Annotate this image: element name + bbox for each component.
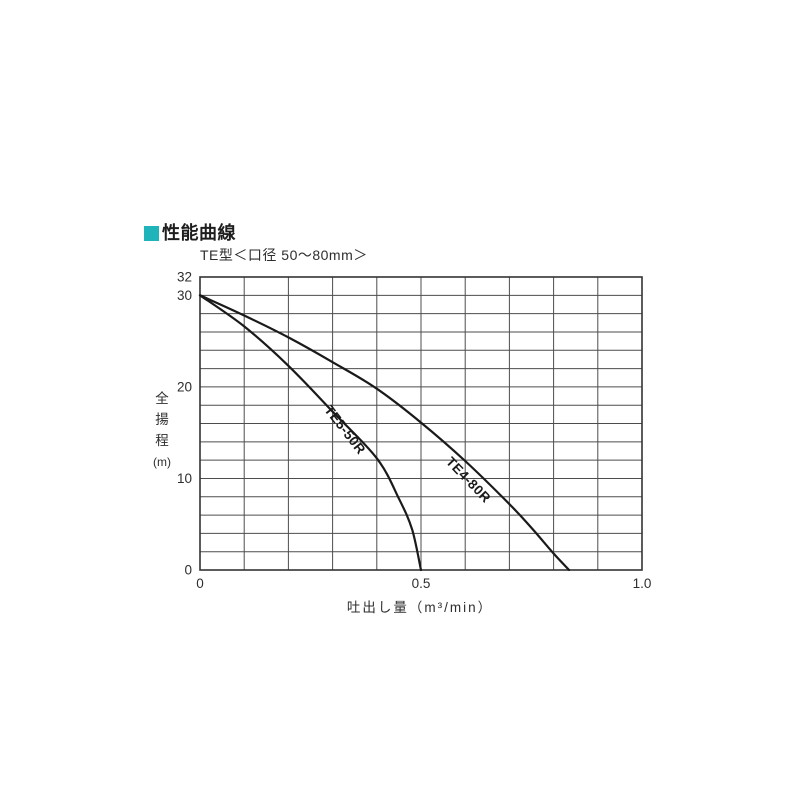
x-tick-label: 0 (196, 576, 204, 591)
curve-label-TE5-50R: TE5-50R (321, 403, 368, 458)
section-header: 性能曲線 (144, 224, 236, 242)
y-tick-label: 30 (177, 288, 192, 303)
curve-TE4-80R (198, 294, 571, 572)
section-title: 性能曲線 (162, 223, 236, 243)
y-axis-title-char: 全 (155, 390, 169, 406)
curve-TE5-50R (198, 294, 423, 572)
y-axis-title-char: 揚 (155, 411, 169, 427)
chart-title: TE型＜口径 50～80mm＞ (200, 247, 368, 263)
y-axis-title-char: (m) (153, 455, 171, 469)
x-axis-title: 吐出し量（m³/min） (347, 600, 493, 615)
y-tick-label: 0 (184, 563, 192, 578)
x-tick-label: 1.0 (633, 576, 652, 591)
y-tick-label: 32 (177, 270, 192, 285)
y-axis-title-char: 程 (155, 433, 169, 448)
y-tick-label: 20 (177, 379, 192, 394)
section-marker-square (144, 225, 159, 241)
y-tick-label: 10 (177, 471, 192, 486)
x-tick-label: 0.5 (412, 576, 431, 591)
